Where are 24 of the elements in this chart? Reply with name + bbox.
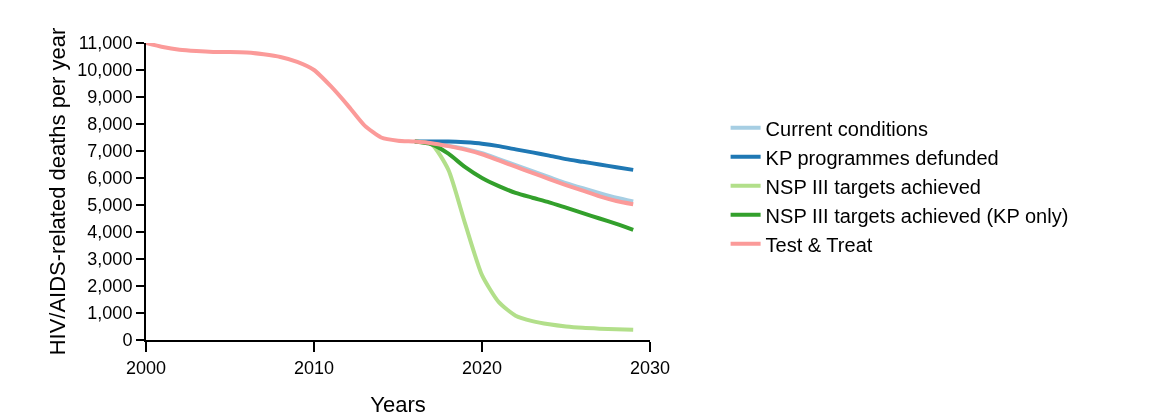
legend-label: Test & Treat: [765, 233, 873, 256]
line-series: [146, 43, 636, 207]
x-tick-label: 2030: [629, 357, 671, 378]
y-tick-label: 2,000: [87, 276, 133, 297]
legend-label: NSP III targets achieved: [765, 175, 981, 198]
y-tick-label: 1,000: [87, 303, 133, 324]
y-tick-label: 3,000: [87, 249, 133, 270]
y-tick-label: 6,000: [87, 168, 133, 189]
x-axis-title: Years: [370, 392, 426, 417]
legend-label: KP programmes defunded: [765, 146, 999, 169]
x-tick-label: 2000: [125, 357, 167, 378]
y-tick-label: 7,000: [87, 141, 133, 162]
x-tick-label: 2020: [461, 357, 503, 378]
y-tick-label: 8,000: [87, 114, 133, 135]
y-tick-label: 5,000: [87, 195, 133, 216]
y-tick-label: 11,000: [78, 33, 133, 54]
y-tick-label: 9,000: [87, 87, 133, 108]
legend-label: NSP III targets achieved (KP only): [765, 204, 1069, 227]
y-tick-label: 0: [122, 330, 133, 351]
x-tick-label: 2010: [293, 357, 335, 378]
y-tick-label: 10,000: [77, 60, 133, 81]
legend-label: Current conditions: [765, 117, 928, 140]
y-tick-label: 4,000: [87, 222, 133, 243]
y-axis-title: HIV/AIDS-related deaths per year: [44, 27, 70, 356]
